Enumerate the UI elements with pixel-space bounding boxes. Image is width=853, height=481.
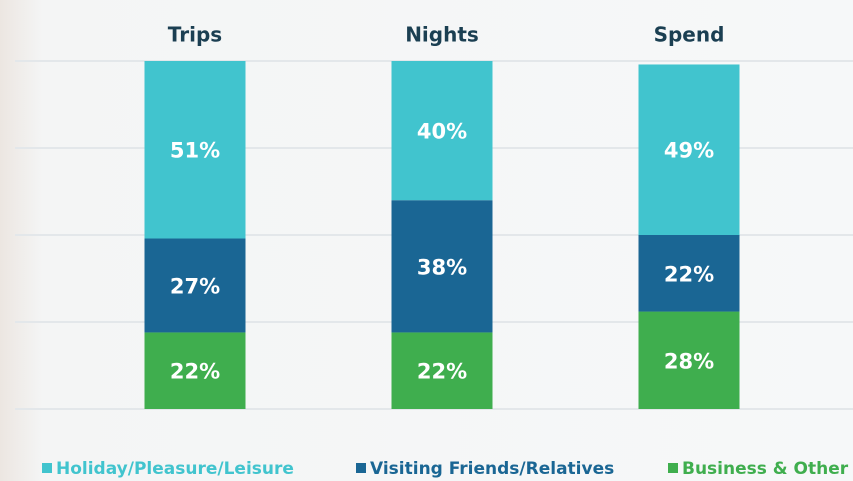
bar-segment <box>391 332 493 409</box>
bar-segment <box>391 200 493 333</box>
data-label: 38% <box>417 255 467 279</box>
legend-label: Visiting Friends/Relatives <box>370 459 614 479</box>
category-label: Spend <box>654 23 725 47</box>
data-label: 28% <box>664 349 714 373</box>
legend-label: Business & Other <box>682 459 849 479</box>
data-label: 51% <box>170 139 220 163</box>
data-label: 49% <box>664 139 714 163</box>
bar-segment <box>638 64 740 235</box>
bar-segment <box>144 238 246 333</box>
data-label: 27% <box>170 274 220 298</box>
category-label: Nights <box>405 23 479 47</box>
bar-segment <box>144 61 246 239</box>
bar-segment <box>638 235 740 312</box>
category-label: Trips <box>168 23 222 47</box>
legend-swatch <box>42 463 52 473</box>
data-label: 40% <box>417 120 467 144</box>
data-label: 22% <box>417 360 467 384</box>
legend-swatch <box>356 463 366 473</box>
legend-label: Holiday/Pleasure/Leisure <box>56 459 294 479</box>
data-label: 22% <box>664 262 714 286</box>
legend-swatch <box>668 463 678 473</box>
bar-segment <box>638 311 740 409</box>
bar-segment <box>391 61 493 201</box>
data-label: 22% <box>170 360 220 384</box>
bar-segment <box>144 332 246 409</box>
